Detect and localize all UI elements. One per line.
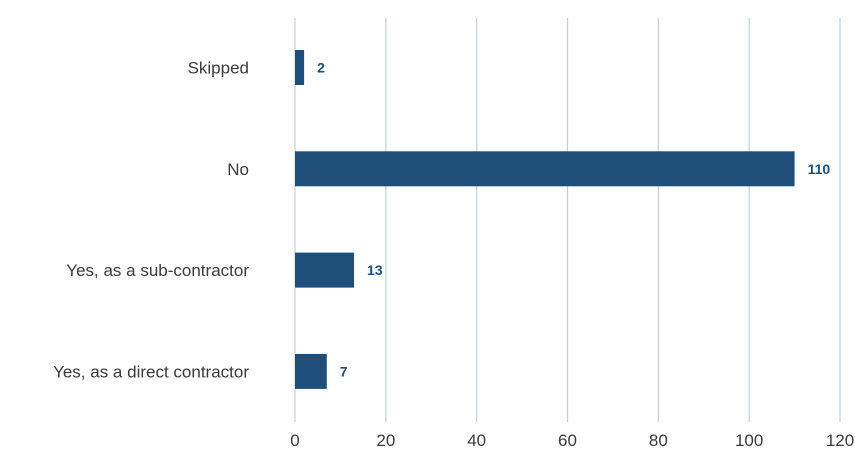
bar-2 [295, 252, 355, 288]
value-labels: 2 110 13 7 [317, 60, 830, 380]
category-label-1: No [227, 160, 249, 179]
value-label-0: 2 [317, 60, 325, 76]
x-tick-label-0: 0 [290, 431, 299, 450]
x-axis-tick-labels: 0 20 40 60 80 100 120 [290, 431, 854, 450]
category-label-2: Yes, as a sub-contractor [66, 261, 249, 280]
bar-1 [295, 151, 795, 187]
category-labels: Skipped No Yes, as a sub-contractor Yes, as… [53, 59, 249, 382]
gridlines [294, 18, 841, 422]
value-label-3: 7 [340, 363, 348, 379]
x-tick-label-120: 120 [826, 431, 854, 450]
x-tick-label-60: 60 [558, 431, 577, 450]
bar-0 [295, 50, 305, 85]
bar-3 [295, 353, 327, 389]
bars [295, 50, 795, 389]
x-tick-label-80: 80 [649, 431, 668, 450]
x-tick-label-40: 40 [467, 431, 486, 450]
x-tick-label-100: 100 [735, 431, 763, 450]
category-label-0: Skipped [188, 59, 249, 78]
x-tick-label-20: 20 [376, 431, 395, 450]
value-label-2: 13 [367, 262, 383, 278]
value-label-1: 110 [808, 161, 831, 177]
category-label-3: Yes, as a direct contractor [53, 362, 249, 381]
